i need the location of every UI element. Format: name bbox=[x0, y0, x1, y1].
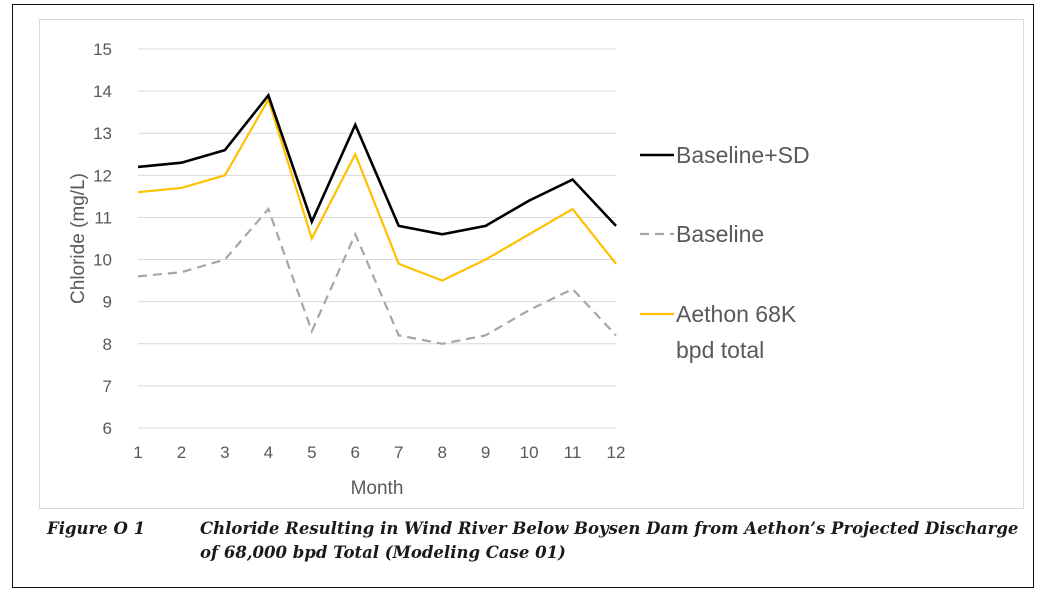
figure-caption-text: Chloride Resulting in Wind River Below B… bbox=[200, 519, 1019, 562]
y-tick-label: 11 bbox=[94, 208, 112, 227]
y-tick-label: 14 bbox=[93, 82, 112, 101]
y-tick-label: 6 bbox=[103, 419, 112, 438]
x-tick-label: 1 bbox=[133, 443, 142, 462]
x-tick-label: 4 bbox=[264, 443, 273, 462]
legend-label: Baseline bbox=[676, 221, 764, 247]
x-tick-label: 3 bbox=[220, 443, 229, 462]
legend-label: Aethon 68K bbox=[676, 301, 797, 327]
y-tick-label: 12 bbox=[93, 166, 112, 185]
y-tick-label: 15 bbox=[93, 40, 112, 59]
figure-label: Figure O 1 bbox=[47, 519, 146, 538]
y-tick-label: 8 bbox=[103, 335, 112, 354]
x-tick-label: 5 bbox=[307, 443, 316, 462]
x-tick-label: 8 bbox=[437, 443, 446, 462]
x-tick-label: 9 bbox=[481, 443, 490, 462]
y-tick-label: 9 bbox=[103, 293, 112, 312]
chart-area: 6 7 8 9 10 11 12 13 14 15 1 2 3 4 5 6 7 8 9 10 11 12 Month Chlo… bbox=[39, 19, 1024, 509]
x-tick-label: 6 bbox=[351, 443, 360, 462]
y-axis-title: Chloride (mg/L) bbox=[68, 173, 89, 304]
x-tick-label: 10 bbox=[520, 443, 539, 462]
x-tick-label: 2 bbox=[177, 443, 186, 462]
y-tick-label: 10 bbox=[93, 251, 112, 270]
x-tick-label: 7 bbox=[394, 443, 403, 462]
legend-label: Baseline+SD bbox=[676, 142, 810, 168]
y-tick-label: 13 bbox=[93, 124, 112, 143]
x-tick-label: 11 bbox=[564, 443, 582, 462]
figure-frame: 6 7 8 9 10 11 12 13 14 15 1 2 3 4 5 6 7 8 9 10 11 12 Month Chlo… bbox=[12, 4, 1034, 588]
x-tick-label: 12 bbox=[607, 443, 626, 462]
y-tick-label: 7 bbox=[103, 377, 112, 396]
legend-label: bpd total bbox=[676, 337, 764, 363]
series-line-baseline-sd bbox=[137, 92, 617, 236]
series-line-baseline bbox=[137, 206, 617, 345]
series-line-aethon-68k-bpd-total bbox=[137, 96, 617, 282]
x-axis-title: Month bbox=[351, 478, 404, 499]
